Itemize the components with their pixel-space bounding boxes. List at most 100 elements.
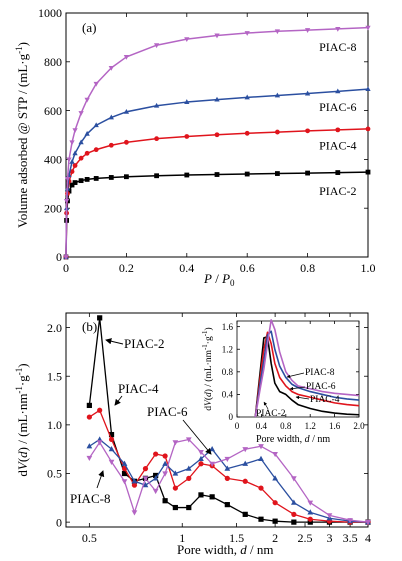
chart-a-ticks: 0 0.2 0.4 0.6 0.8 1.0 0 200 400 600 800 1000 bbox=[38, 6, 376, 275]
chart-a-point-piac-2 bbox=[365, 169, 371, 175]
inset-ytick-label: 1.6 bbox=[222, 322, 234, 332]
chart-b-ytick-label: 1.0 bbox=[47, 418, 62, 432]
chart-a-point-piac-6 bbox=[335, 88, 341, 94]
chart-b-point-piac-2 bbox=[242, 511, 248, 517]
chart-a-ylabel: Volume adsorbed @ STP / (mL·g-1) bbox=[14, 42, 30, 228]
chart-a-point-piac-6 bbox=[84, 130, 90, 136]
chart-b-ytick-label: 0.5 bbox=[47, 467, 62, 481]
chart-a-ytick-label: 600 bbox=[44, 104, 62, 118]
chart-b-point-piac-8 bbox=[96, 440, 103, 446]
chart-b-point-piac-4 bbox=[224, 475, 230, 481]
chart-a-ytick-label: 0 bbox=[56, 250, 62, 264]
inset-annotation-piac-2: PIAC-2 bbox=[256, 409, 286, 419]
inset-line-piac-6 bbox=[254, 330, 360, 418]
chart-a-point-piac-2 bbox=[305, 170, 310, 176]
chart-a-point-piac-2 bbox=[72, 180, 78, 185]
chart-a-ytick-label: 400 bbox=[44, 153, 62, 167]
chart-b-point-piac-4 bbox=[108, 436, 115, 443]
inset-annotation-piac-6: PIAC-6 bbox=[306, 382, 336, 392]
chart-a-point-piac-4 bbox=[244, 130, 250, 136]
chart-a-point-piac-6 bbox=[184, 99, 190, 104]
chart-a-point-piac-6 bbox=[108, 114, 114, 120]
chart-b-annotation-piac-8: PIAC-8 bbox=[70, 491, 110, 506]
chart-b-point-piac-8 bbox=[185, 437, 192, 443]
chart-a-point-piac-4 bbox=[93, 147, 99, 153]
chart-a-xtick-label: 0.8 bbox=[300, 261, 315, 275]
chart-b-point-piac-8 bbox=[108, 459, 115, 465]
inset-xtick-label: 0.8 bbox=[280, 421, 292, 431]
chart-b-point-piac-4 bbox=[242, 478, 248, 484]
chart-b-point-piac-4 bbox=[198, 461, 204, 467]
inset-xtick-label: 0 bbox=[235, 421, 240, 431]
chart-b-point-piac-2 bbox=[186, 504, 192, 511]
chart-a-point-piac-4 bbox=[365, 126, 371, 132]
chart-b-xtick-label: 1.5 bbox=[229, 531, 244, 545]
chart-a-annotation-piac-6: PIAC-6 bbox=[319, 100, 356, 114]
chart-a-point-piac-8 bbox=[69, 140, 75, 146]
inset-annotation-piac-4: PIAC-4 bbox=[310, 395, 340, 405]
chart-a-frame bbox=[65, 12, 369, 258]
chart-a-point-piac-6 bbox=[93, 122, 99, 128]
chart-b-point-piac-4 bbox=[97, 407, 103, 413]
chart-a-xtick-label: 0 bbox=[63, 261, 69, 275]
chart-b-point-piac-8 bbox=[272, 451, 278, 458]
chart-b-xtick-label: 2.5 bbox=[298, 531, 313, 545]
chart-a-point-piac-8 bbox=[72, 128, 78, 133]
inset-series bbox=[254, 319, 360, 418]
chart-b-point-piac-8 bbox=[307, 500, 314, 506]
chart-a-point-piac-2 bbox=[69, 182, 75, 188]
chart-b-ticks: 0.5 1 1.5 2 2.5 3 3.5 4 0 0.5 1.0 1.5 2.0 bbox=[47, 313, 371, 545]
chart-a-point-piac-8 bbox=[244, 31, 250, 36]
chart-a-point-piac-6 bbox=[72, 150, 78, 156]
chart-b-annotation-piac-6: PIAC-6 bbox=[147, 404, 188, 419]
chart-b-point-piac-2 bbox=[108, 431, 115, 438]
chart-b-point-piac-2 bbox=[307, 519, 313, 525]
chart-a-point-piac-2 bbox=[154, 173, 159, 179]
inset-annotation-piac-8: PIAC-8 bbox=[305, 368, 335, 378]
chart-b-point-piac-8 bbox=[198, 450, 204, 456]
chart-b-point-piac-2 bbox=[209, 494, 215, 500]
chart-b-point-piac-8 bbox=[86, 455, 93, 462]
chart-b-ytick-label: 0 bbox=[56, 515, 62, 529]
chart-b-point-piac-4 bbox=[162, 453, 168, 459]
chart-b-point-piac-2 bbox=[272, 518, 278, 524]
chart-b-point-piac-6 bbox=[108, 446, 115, 452]
chart-b-point-piac-6 bbox=[242, 460, 249, 466]
chart-b-point-piac-4 bbox=[186, 475, 192, 481]
chart-b-point-piac-4 bbox=[131, 482, 138, 488]
chart-b-point-piac-2 bbox=[291, 519, 297, 525]
chart-b-arrow-piac-4 bbox=[114, 395, 123, 406]
chart-a-series-piac-8 bbox=[63, 25, 371, 260]
chart-a-point-piac-4 bbox=[78, 155, 84, 161]
chart-a-point-piac-4 bbox=[305, 128, 310, 134]
chart-a-point-piac-8 bbox=[63, 198, 70, 204]
inset-series-piac-8 bbox=[254, 319, 360, 418]
chart-b-xtick-label: 3 bbox=[326, 531, 332, 545]
chart-b-point-piac-6 bbox=[272, 475, 278, 481]
chart-a-point-piac-2 bbox=[108, 175, 114, 180]
chart-b-arrow-piac-8 bbox=[96, 470, 105, 489]
chart-b-point-piac-4 bbox=[172, 485, 178, 491]
chart-a-point-piac-4 bbox=[124, 139, 129, 145]
chart-a-annotations: PIAC-8 PIAC-6 PIAC-4 PIAC-2 bbox=[319, 40, 356, 198]
chart-b-ylabel: dV(d) / (mL·nm-1·g-1) bbox=[14, 363, 30, 476]
chart-b-point-piac-6 bbox=[152, 475, 159, 481]
chart-a-point-piac-6 bbox=[365, 86, 371, 92]
inset-ytick-label: 0.8 bbox=[222, 367, 234, 377]
chart-a-xtick-label: 0.6 bbox=[240, 261, 255, 275]
chart-b-point-piac-6 bbox=[172, 470, 179, 476]
chart-b-point-piac-4 bbox=[142, 466, 149, 472]
chart-b-point-piac-2 bbox=[224, 502, 230, 508]
chart-a-point-piac-8 bbox=[335, 26, 341, 32]
chart-a-ytick-label: 1000 bbox=[38, 6, 62, 20]
chart-b-point-piac-4 bbox=[307, 516, 313, 522]
chart-b-point-piac-8 bbox=[172, 440, 179, 446]
chart-b-point-piac-6 bbox=[121, 460, 128, 466]
chart-a-point-piac-6 bbox=[153, 102, 160, 108]
chart-b-point-piac-2 bbox=[86, 402, 92, 409]
inset-arrow-piac-6 bbox=[289, 386, 306, 391]
chart-b-series bbox=[86, 315, 371, 526]
chart-b-point-piac-2 bbox=[97, 315, 103, 321]
chart-a-point-piac-4 bbox=[184, 134, 190, 139]
inset-ylabel: dV(d) / (mL·nm-1·g-1) bbox=[201, 327, 214, 410]
